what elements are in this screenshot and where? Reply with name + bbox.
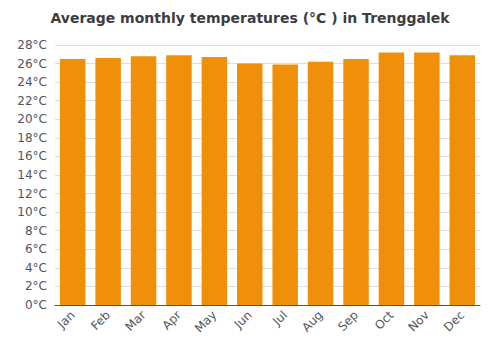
svg-text:22°C: 22°C [17,94,47,108]
svg-text:Oct: Oct [372,308,397,333]
svg-text:18°C: 18°C [17,131,47,145]
svg-text:14°C: 14°C [17,168,47,182]
svg-text:6°C: 6°C [25,242,47,256]
svg-text:Jan: Jan [54,308,78,332]
svg-text:10°C: 10°C [17,205,47,219]
svg-text:16°C: 16°C [17,149,47,163]
svg-text:28°C: 28°C [17,38,47,52]
svg-text:26°C: 26°C [17,57,47,71]
svg-text:Aug: Aug [299,308,325,334]
svg-text:4°C: 4°C [25,261,47,275]
svg-text:Jun: Jun [231,308,255,332]
svg-text:Nov: Nov [405,308,431,334]
svg-text:Feb: Feb [88,308,113,333]
svg-text:Apr: Apr [159,308,184,333]
svg-text:Sep: Sep [335,308,361,334]
svg-text:2°C: 2°C [25,279,47,293]
svg-text:20°C: 20°C [17,112,47,126]
svg-text:May: May [192,308,219,335]
svg-text:12°C: 12°C [17,187,47,201]
svg-text:Average monthly temperatures (: Average monthly temperatures (°C ) in Tr… [50,10,450,26]
svg-text:24°C: 24°C [17,75,47,89]
svg-text:Dec: Dec [441,308,467,334]
svg-text:0°C: 0°C [25,298,47,312]
svg-text:Jul: Jul [269,308,290,329]
svg-text:Mar: Mar [123,308,149,334]
svg-text:8°C: 8°C [25,224,47,238]
